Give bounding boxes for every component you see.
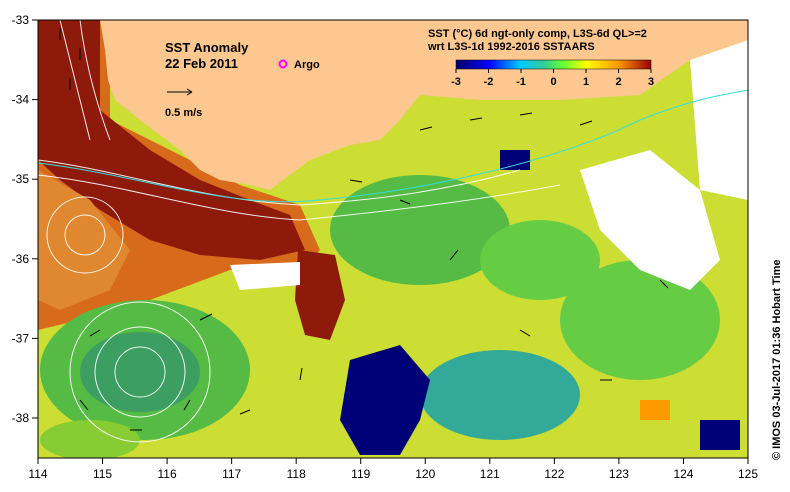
lon-tick-label: 125 <box>738 467 758 481</box>
lat-tick-label: -37 <box>12 331 30 345</box>
colorbar-ticks: -3 -2 -1 0 1 2 3 <box>451 69 654 88</box>
lon-tick-label: 115 <box>93 467 112 481</box>
argo-marker-icon <box>278 59 288 69</box>
lat-tick-label: -35 <box>12 172 30 186</box>
lon-tick-label: 117 <box>222 467 241 481</box>
lon-tick-label: 124 <box>673 467 693 481</box>
colorbar-tick-label: -2 <box>484 76 494 88</box>
lon-tick-label: 116 <box>158 467 177 481</box>
scale-label: 0.5 m/s <box>165 107 202 119</box>
colorbar-tick-label: 3 <box>648 76 654 88</box>
sst-field <box>38 20 748 458</box>
colorbar-tick-label: 0 <box>550 76 556 88</box>
scale-arrow-icon <box>167 88 193 96</box>
latitude-axis: -33 -34 -35 -36 -37 -38 <box>12 13 38 425</box>
lon-tick-label: 121 <box>480 467 500 481</box>
colorbar <box>455 59 652 70</box>
longitude-axis: 114 115 116 117 118 119 120 121 122 123 124 125 <box>28 458 758 481</box>
lat-tick-label: -36 <box>12 252 30 266</box>
colorbar-tick-label: 2 <box>615 76 621 88</box>
lon-tick-label: 122 <box>544 467 564 481</box>
colorbar-tick-label: -3 <box>451 76 461 88</box>
argo-label: Argo <box>294 59 320 71</box>
header-line-2: wrt L3S-1d 1992-2016 SSTAARS <box>427 41 595 53</box>
header-line-1: SST (°C) 6d ngt-only comp, L3S-6d QL>=2 <box>428 28 647 40</box>
credit-text: © IMOS 03-Jul-2017 01:36 Hobart Time <box>771 260 783 460</box>
colorbar-tick-label: -1 <box>516 76 526 88</box>
lat-tick-label: -34 <box>12 93 30 107</box>
plot-frame <box>37 19 749 459</box>
colorbar-tick-label: 1 <box>583 76 589 88</box>
lon-tick-label: 123 <box>609 467 629 481</box>
lon-tick-label: 118 <box>287 467 306 481</box>
map-date: 22 Feb 2011 <box>165 56 238 71</box>
current-vectors <box>59 28 669 431</box>
lon-tick-label: 114 <box>28 467 47 481</box>
lat-tick-label: -38 <box>12 411 30 425</box>
map-title: SST Anomaly <box>165 40 249 55</box>
lat-tick-label: -33 <box>12 13 30 27</box>
lon-tick-label: 120 <box>415 467 435 481</box>
lon-tick-label: 119 <box>351 467 370 481</box>
